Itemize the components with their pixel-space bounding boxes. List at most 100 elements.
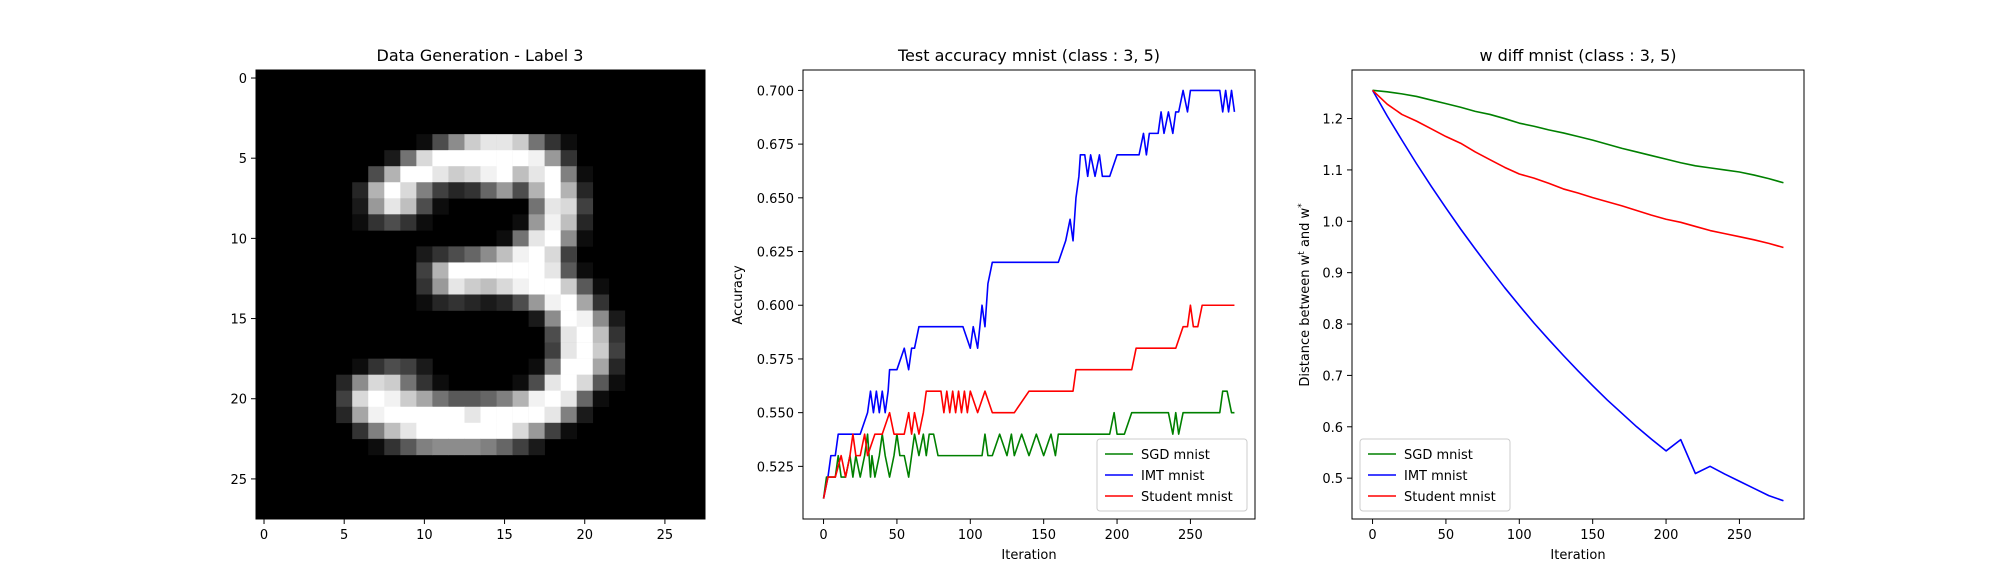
image-pixel (528, 422, 545, 440)
image-pixel (592, 294, 610, 311)
image-pixel (448, 294, 465, 311)
image-pixel (368, 358, 385, 375)
image-pixel (352, 374, 369, 392)
series-line-imt-mnist (1371, 89, 1784, 502)
image-pixel (432, 278, 449, 295)
wdiff-ticks: 0 50 100 150 200 250 0.5 0.6 0.7 0.8 0.9 1.0 1.1 1.2 (1322, 113, 1752, 543)
ytick-label: 0.8 (1322, 318, 1343, 333)
ytick-label: 1.1 (1322, 164, 1343, 179)
image-pixel (608, 342, 626, 359)
xtick-label: 100 (1507, 528, 1532, 543)
image-pixel (352, 390, 369, 408)
image-pixel (480, 246, 497, 263)
image-pixel (512, 262, 529, 279)
image-pixel (400, 390, 417, 408)
image-pixel (480, 262, 497, 279)
image-pixel (512, 278, 529, 295)
accuracy-series (822, 89, 1236, 499)
image-pixel (592, 390, 610, 408)
image-pixel (384, 198, 401, 215)
image-pixel (544, 390, 561, 408)
image-pixel (432, 374, 449, 392)
image-pixel (368, 406, 385, 424)
xtick-label: 200 (1654, 528, 1679, 543)
ytick-label: 1.0 (1322, 215, 1343, 230)
image-pixel (576, 342, 594, 359)
legend-label: SGD mnist (1404, 448, 1473, 463)
image-pixel (576, 230, 594, 247)
image-pixel (560, 310, 578, 327)
image-pixel (400, 182, 417, 199)
image-pixel (512, 150, 529, 167)
image-pixel (512, 246, 529, 263)
legend-label: Student mnist (1141, 490, 1233, 505)
image-pixel (384, 150, 401, 167)
image-pixel (560, 278, 578, 295)
image-pixel (400, 406, 417, 424)
image-pixel (480, 134, 497, 151)
image-pixel (448, 182, 465, 199)
image-pixel (464, 390, 481, 408)
image-pixel (544, 310, 561, 327)
image-pixel (368, 422, 385, 440)
image-pixel (592, 374, 610, 392)
ytick-label: 0.625 (757, 246, 794, 261)
image-pixel (416, 166, 433, 183)
image-pixel (448, 134, 465, 151)
image-pixel (560, 214, 578, 231)
image-frame (255, 69, 706, 520)
image-pixel (560, 230, 578, 247)
image-pixel (576, 358, 594, 375)
image-pixel (560, 182, 578, 199)
image-pixel (464, 166, 481, 183)
image-pixel (416, 134, 433, 151)
image-pixel (384, 182, 401, 199)
image-pixel (528, 374, 545, 392)
image-pixel (416, 374, 433, 392)
image-pixel (544, 358, 561, 375)
xtick-label: 0 (819, 528, 827, 543)
image-pixel (432, 262, 449, 279)
image-pixel (560, 166, 578, 183)
image-pixel (432, 134, 449, 151)
image-pixel (432, 422, 449, 440)
image-pixel (400, 214, 417, 231)
image-pixel (528, 406, 545, 424)
image-pixel (416, 214, 433, 231)
image-pixel (448, 166, 465, 183)
image-ytick-label: 10 (230, 232, 247, 247)
image-pixel (368, 182, 385, 199)
image-pixel (544, 198, 561, 215)
ytick-label: 0.600 (757, 299, 794, 314)
image-pixel (512, 182, 529, 199)
image-pixel (400, 166, 417, 183)
accuracy-ylabel: Accuracy (731, 265, 746, 325)
image-pixel (496, 422, 513, 440)
wdiff-xlabel: Iteration (1550, 548, 1605, 563)
accuracy-legend: SGD mnist IMT mnist Student mnist (1096, 438, 1248, 512)
xtick-label: 50 (1438, 528, 1455, 543)
image-ytick-label: 0 (239, 72, 247, 87)
image-pixel (416, 358, 433, 375)
image-pixel (384, 214, 401, 231)
wdiff-series (1371, 89, 1784, 502)
image-pixel (560, 294, 578, 311)
image-pixel (512, 438, 529, 456)
image-pixel (560, 326, 578, 343)
image-pixel (560, 358, 578, 375)
image-pixel (448, 438, 465, 456)
image-pixel (384, 166, 401, 183)
image-pixel (448, 390, 465, 408)
panel-image: Data Generation - Label 3 0 5 10 15 20 25 0 5 10… (230, 46, 706, 543)
image-pixel (528, 230, 545, 247)
image-pixel (480, 150, 497, 167)
image-pixel (400, 358, 417, 375)
image-pixel (512, 214, 529, 231)
image-pixel (496, 406, 513, 424)
xtick-label: 150 (1031, 528, 1056, 543)
image-pixel (544, 422, 561, 440)
image-pixel (576, 278, 594, 295)
image-pixel (576, 310, 594, 327)
image-pixel (496, 294, 513, 311)
image-pixel (368, 214, 385, 231)
